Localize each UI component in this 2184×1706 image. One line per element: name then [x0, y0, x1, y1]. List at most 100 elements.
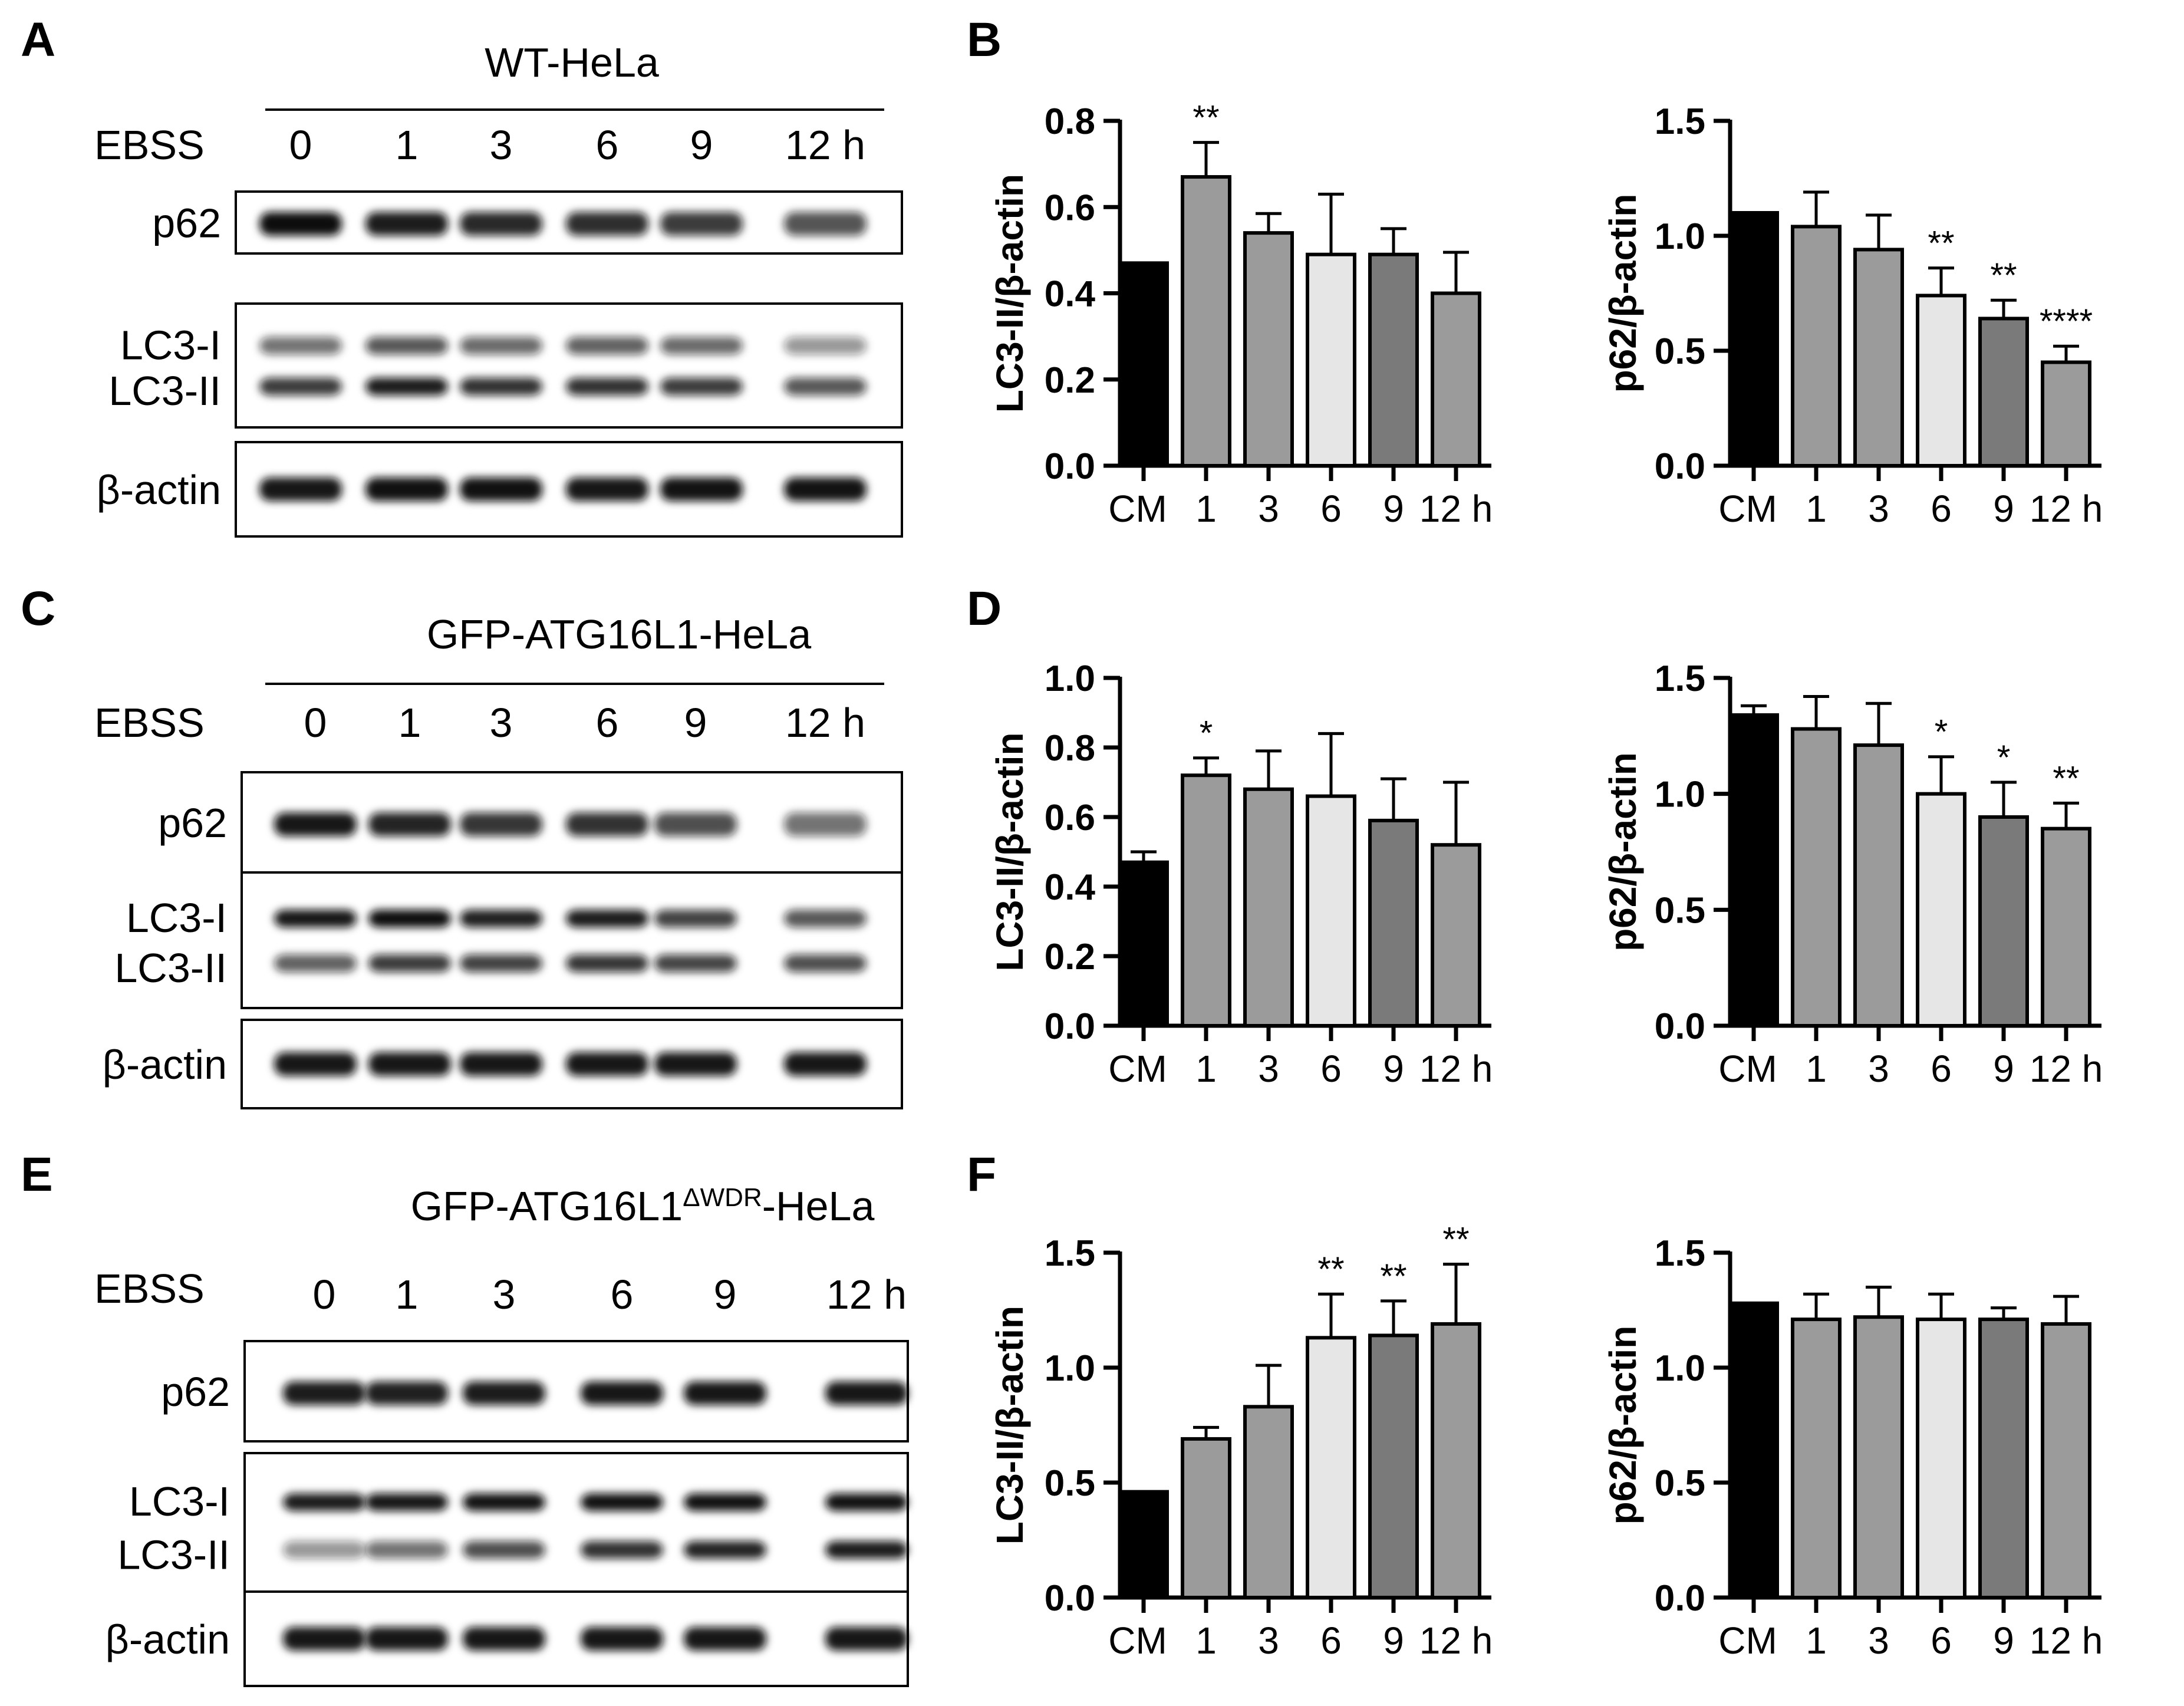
bar — [1916, 294, 1966, 467]
blot-band — [684, 1381, 766, 1405]
x-tick-label: CM — [1108, 1619, 1167, 1662]
lane-label: 3 — [490, 122, 513, 168]
y-axis-label: p62/β-actin — [1602, 752, 1644, 951]
y-tick-label: 0.0 — [1045, 446, 1095, 487]
blot-band — [566, 954, 648, 973]
blot-band — [566, 477, 648, 501]
protein-label: p62 — [158, 800, 227, 846]
blot-band — [566, 910, 648, 928]
x-tick-label: CM — [1718, 488, 1777, 530]
bar — [1978, 815, 2029, 1027]
blot-membrane-p62: p62 — [152, 190, 903, 255]
significance-label: **** — [2040, 302, 2093, 341]
blot-band — [259, 212, 342, 236]
blot-band — [259, 477, 342, 501]
bar — [1853, 248, 1904, 467]
bar — [1791, 727, 1842, 1027]
y-tick-label: 1.5 — [1045, 1233, 1095, 1274]
y-tick-label: 0.2 — [1045, 360, 1095, 401]
x-tick-label: 3 — [1258, 1048, 1279, 1090]
lane-label: 9 — [690, 122, 713, 168]
x-tick-label: 9 — [1383, 1048, 1404, 1090]
bar — [1368, 818, 1419, 1028]
blot-band — [660, 212, 743, 236]
protein-label: β-actin — [103, 1042, 227, 1088]
panel-letter: E — [21, 1148, 53, 1201]
x-tick-label: CM — [1718, 1619, 1777, 1662]
blot-band — [368, 1052, 451, 1076]
bar — [1916, 792, 1966, 1027]
x-tick-label: 9 — [1993, 1619, 2014, 1662]
lane-label: 9 — [684, 700, 707, 746]
lane-label: 0 — [304, 700, 327, 746]
protein-label: LC3-I — [126, 895, 227, 941]
blot-band — [463, 1541, 545, 1559]
blot-membrane-p62: p62 — [161, 1340, 909, 1442]
blot-band — [365, 377, 448, 396]
bar — [1368, 252, 1419, 467]
y-tick-label: 0.8 — [1045, 728, 1095, 769]
bar-chart-1: B LC3-II/β-actin 0.0 0.2 0.4 0.6 0.8 CM 1 ** 3 6 9 12… — [967, 13, 1493, 530]
blot-band — [368, 954, 451, 973]
x-tick-label: 1 — [1806, 1619, 1827, 1662]
significance-label: * — [1997, 739, 2011, 777]
blot-band — [463, 1493, 545, 1511]
bar — [1118, 1490, 1169, 1600]
bar — [1181, 175, 1231, 467]
y-tick-label: 0.0 — [1655, 446, 1705, 487]
blot-band — [684, 1627, 766, 1651]
bar — [1243, 231, 1294, 467]
y-tick-label: 0.6 — [1045, 798, 1095, 838]
blot-band — [460, 812, 542, 836]
x-tick-label: 1 — [1195, 1048, 1217, 1090]
blot-band — [784, 954, 867, 973]
significance-label: ** — [1442, 1221, 1469, 1259]
bar — [1853, 743, 1904, 1027]
treatment-label: EBSS — [94, 700, 205, 746]
y-tick-label: 0.0 — [1045, 1006, 1095, 1047]
blot-title: WT-HeLa — [485, 39, 659, 85]
blot-band — [825, 1493, 908, 1511]
blot-band — [460, 337, 542, 355]
x-tick-label: 1 — [1195, 1619, 1217, 1662]
blot-band — [460, 377, 542, 396]
y-tick-label: 0.6 — [1045, 187, 1095, 228]
x-tick-label: 1 — [1806, 1048, 1827, 1090]
y-tick-label: 0.5 — [1655, 331, 1705, 372]
x-tick-label: 12 h — [2030, 1048, 2103, 1090]
significance-label: ** — [2053, 759, 2079, 798]
bar — [1306, 1336, 1356, 1600]
bar — [1728, 1301, 1779, 1600]
panel-letter: A — [21, 13, 55, 67]
blot-band — [654, 1052, 737, 1076]
protein-label: LC3-I — [129, 1478, 230, 1524]
y-axis-label: p62/β-actin — [1602, 1326, 1644, 1525]
blot-title: GFP-ATG16L1ΔWDR-HeLa — [411, 1183, 875, 1230]
x-tick-label: 3 — [1258, 488, 1279, 530]
significance-label: * — [1935, 713, 1948, 752]
lane-label: 0 — [289, 122, 312, 168]
y-tick-label: 0.4 — [1045, 274, 1096, 315]
lane-label: 0 — [313, 1272, 336, 1318]
blot-band — [274, 954, 357, 973]
x-tick-label: CM — [1108, 488, 1167, 530]
blot-band — [825, 1381, 908, 1405]
bar — [1791, 225, 1842, 467]
bar — [1978, 1318, 2029, 1600]
bar — [1431, 843, 1481, 1027]
protein-label: p62 — [161, 1369, 230, 1415]
y-axis-label: LC3-II/β-actin — [989, 174, 1031, 413]
lane-label: 12 h — [785, 700, 865, 746]
significance-label: ** — [1928, 225, 1954, 263]
x-tick-label: 9 — [1993, 1048, 2014, 1090]
blot-band — [460, 212, 542, 236]
y-tick-label: 1.5 — [1655, 658, 1705, 699]
blot-band — [566, 1052, 648, 1076]
blot-band — [784, 1052, 867, 1076]
y-tick-label: 1.5 — [1655, 1233, 1705, 1274]
y-tick-label: 0.0 — [1655, 1578, 1705, 1619]
y-tick-label: 0.0 — [1045, 1578, 1095, 1619]
blot-band — [654, 812, 737, 836]
